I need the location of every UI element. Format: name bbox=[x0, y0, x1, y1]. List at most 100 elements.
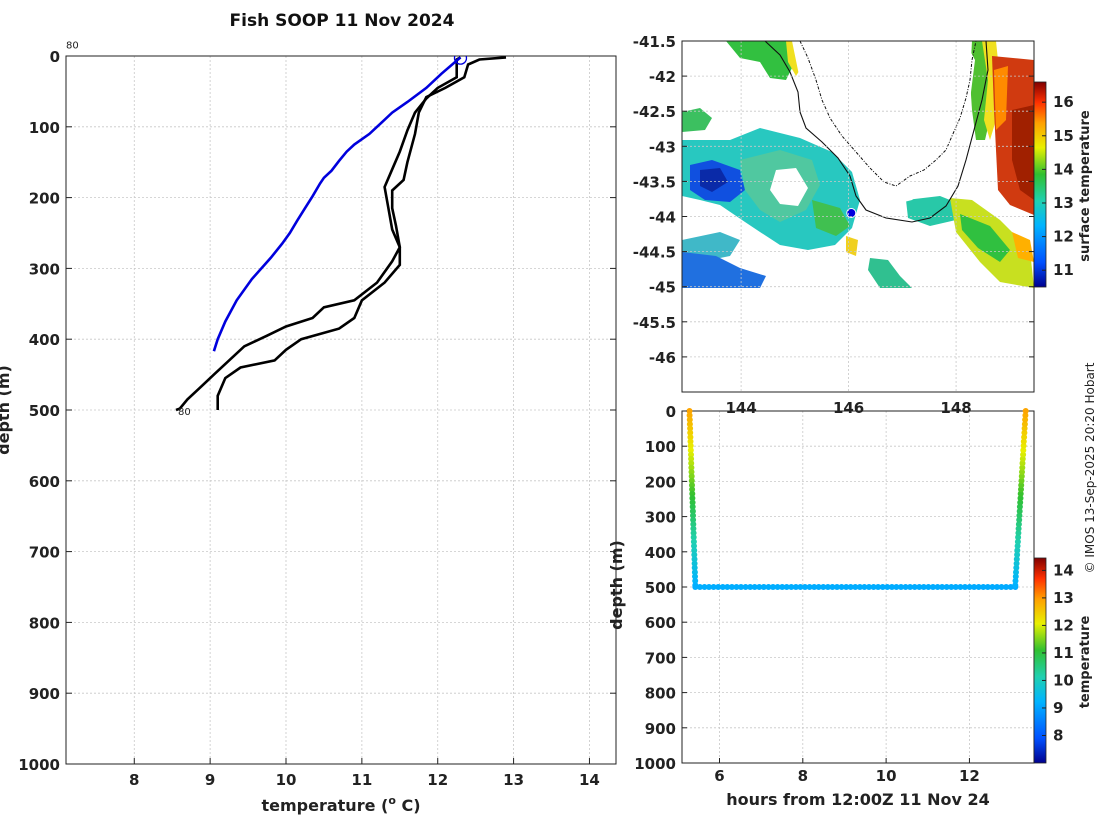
depth-time-point bbox=[1012, 573, 1019, 580]
depth-time-point bbox=[943, 584, 950, 590]
depth-time-point bbox=[984, 584, 991, 590]
profile-y-tick-label: 800 bbox=[29, 614, 60, 632]
depth-time-point bbox=[852, 584, 859, 590]
ship-position-marker bbox=[846, 207, 857, 218]
profile-x-tick-label: 13 bbox=[503, 771, 524, 789]
depth-time-point bbox=[1018, 486, 1024, 493]
profile-y-tick-label: 600 bbox=[29, 473, 60, 491]
sst-colorbar-tick-label: 12 bbox=[1053, 228, 1074, 246]
depth-time-point bbox=[691, 547, 698, 554]
depth-time-x-tick-label: 10 bbox=[876, 767, 897, 785]
depth-time-point bbox=[689, 482, 695, 489]
map-y-tick-label: -44.5 bbox=[633, 244, 676, 262]
depth-time-point bbox=[692, 584, 699, 590]
profile-y-tick-label: 500 bbox=[29, 402, 60, 420]
map-y-tick-label: -43.5 bbox=[633, 173, 676, 191]
depth-time-point bbox=[998, 584, 1005, 590]
depth-time-point bbox=[1016, 508, 1023, 515]
depth-time-point bbox=[916, 584, 923, 590]
profile-y-label: depth (m) bbox=[0, 365, 13, 455]
depth-time-point bbox=[1016, 512, 1023, 519]
depth-time-point bbox=[710, 584, 717, 590]
depth-time-point bbox=[687, 442, 694, 449]
depth-time-point bbox=[1017, 495, 1024, 502]
depth-time-point bbox=[962, 584, 968, 590]
depth-time-point bbox=[843, 584, 850, 590]
profile-grid bbox=[66, 55, 616, 765]
depth-time-y-label: depth (m) bbox=[607, 540, 626, 630]
profile-y-tick-label: 700 bbox=[29, 544, 60, 562]
temp-colorbar-tick-label: 9 bbox=[1053, 699, 1063, 717]
depth-time-point bbox=[687, 425, 694, 432]
profile-y-tick-label: 100 bbox=[29, 119, 60, 137]
depth-time-point bbox=[1021, 429, 1028, 436]
depth-time-point bbox=[1018, 482, 1025, 489]
profile-x-label: temperature (o C) bbox=[261, 794, 420, 815]
depth-time-point bbox=[893, 584, 900, 590]
depth-time-point bbox=[907, 584, 914, 590]
depth-time-track bbox=[686, 408, 1029, 590]
depth-time-point bbox=[811, 584, 818, 590]
depth-time-point bbox=[806, 584, 813, 590]
map-x-tick-label: 148 bbox=[940, 399, 971, 417]
profile-axes-box bbox=[65, 55, 617, 765]
depth-time-point bbox=[688, 460, 695, 467]
depth-time-point bbox=[1020, 451, 1027, 458]
depth-time-point bbox=[824, 584, 831, 590]
depth-time-point bbox=[898, 584, 904, 590]
profile-y-tick-label: 300 bbox=[29, 260, 60, 278]
depth-time-point bbox=[724, 584, 731, 590]
map-y-tick-label: -41.5 bbox=[633, 33, 676, 51]
sst-colorbar-label: surface temperature bbox=[1078, 110, 1093, 262]
sst-patch-east-dark-red bbox=[1012, 105, 1034, 200]
depth-time-x-ticks: 6 8 10 12 bbox=[714, 758, 980, 785]
temp-colorbar-tick-label: 14 bbox=[1053, 561, 1074, 579]
depth-time-point bbox=[728, 584, 735, 590]
sst-patch-green bbox=[812, 200, 850, 236]
depth-time-point bbox=[902, 584, 909, 590]
depth-time-point bbox=[688, 469, 695, 475]
depth-time-point bbox=[1014, 551, 1021, 558]
depth-time-point bbox=[1014, 547, 1021, 554]
depth-time-point bbox=[751, 584, 758, 590]
depth-time-x-tick-label: 8 bbox=[798, 767, 808, 785]
depth-time-y-tick-label: 0 bbox=[666, 403, 676, 421]
depth-time-point bbox=[1019, 464, 1026, 471]
depth-time-point bbox=[829, 584, 836, 590]
depth-time-point bbox=[957, 584, 964, 590]
depth-time-point bbox=[687, 434, 694, 441]
map-x-ticks: 144 146 148 bbox=[725, 399, 971, 417]
depth-time-point bbox=[691, 564, 698, 571]
profile-x-ticks: 8 9 10 11 12 13 14 bbox=[129, 758, 600, 789]
depth-time-point bbox=[802, 584, 808, 590]
depth-time-point bbox=[1022, 412, 1029, 419]
depth-time-point bbox=[866, 584, 872, 590]
depth-time-point bbox=[861, 584, 868, 590]
depth-time-point bbox=[1003, 584, 1010, 590]
profile-panel: Fish SOOP 11 Nov 2024 8 9 10 11 12 13 14 0 100 2… bbox=[0, 11, 617, 815]
depth-time-point bbox=[788, 584, 795, 590]
depth-time-point bbox=[1013, 569, 1019, 576]
depth-time-point bbox=[690, 512, 696, 519]
map-panel: -41.5 -42 -42.5 -43 -43.5 -44 -44.5 -45 -45.5 -46… bbox=[633, 33, 1093, 417]
depth-time-point bbox=[738, 584, 744, 590]
profile-x-tick-label: 12 bbox=[427, 771, 448, 789]
depth-time-point bbox=[920, 584, 927, 590]
depth-time-point bbox=[690, 538, 697, 545]
depth-time-point bbox=[1013, 560, 1020, 567]
sst-field bbox=[682, 41, 1034, 288]
sst-colorbar bbox=[1033, 81, 1047, 288]
depth-time-point bbox=[792, 584, 799, 590]
depth-time-y-tick-label: 400 bbox=[645, 544, 676, 562]
profile-y-tick-label: 200 bbox=[29, 190, 60, 208]
depth-time-point bbox=[989, 584, 996, 590]
map-y-ticks: -41.5 -42 -42.5 -43 -43.5 -44 -44.5 -45 -45.5 -46 bbox=[633, 33, 1034, 367]
depth-time-point bbox=[1019, 460, 1026, 467]
map-x-tick-label: 144 bbox=[725, 399, 756, 417]
map-y-tick-label: -42 bbox=[649, 68, 676, 86]
depth-time-point bbox=[994, 584, 1000, 590]
profile-y-tick-label: 900 bbox=[29, 685, 60, 703]
depth-time-point bbox=[715, 584, 722, 590]
profile-surface-line bbox=[212, 56, 462, 352]
